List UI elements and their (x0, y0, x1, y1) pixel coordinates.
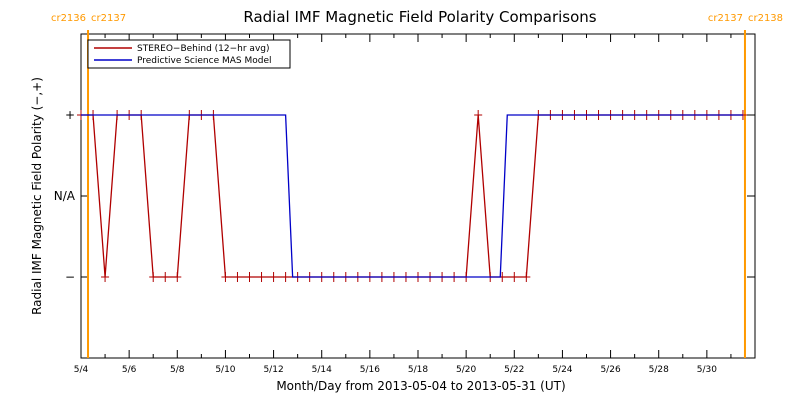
x-axis-title: Month/Day from 2013-05-04 to 2013-05-31 … (276, 379, 565, 393)
x-tick-label: 5/20 (456, 365, 476, 375)
x-tick-label: 5/26 (600, 365, 620, 375)
stereo-data-point (522, 272, 531, 282)
x-tick-label: 5/14 (312, 365, 332, 375)
x-tick-label: 5/12 (263, 365, 283, 375)
legend-label-mas: Predictive Science MAS Model (137, 56, 272, 66)
carrington-label-right: cr2138 (748, 13, 783, 24)
y-axis-title: Radial IMF Magnetic Field Polarity (−,+) (30, 77, 44, 315)
legend-box (87, 39, 291, 69)
x-tick-label: 5/28 (649, 365, 669, 375)
x-tick-label: 5/30 (697, 365, 717, 375)
x-tick-label: 5/16 (360, 365, 380, 375)
carrington-label-left: cr2137 (708, 13, 743, 24)
stereo-data-point (269, 272, 278, 282)
stereo-data-point (233, 272, 242, 282)
y-tick-label: − (65, 270, 75, 284)
stereo-data-point (101, 272, 110, 282)
x-tick-label: 5/24 (552, 365, 572, 375)
x-tick-label: 5/10 (215, 365, 235, 375)
x-tick-label: 5/22 (504, 365, 524, 375)
stereo-data-point (161, 272, 170, 282)
x-tick-label: 5/4 (74, 365, 89, 375)
mas-model-series-line (81, 114, 743, 278)
x-tick-label: 5/8 (170, 365, 185, 375)
series-lines (77, 110, 747, 282)
y-tick-label: N/A (54, 189, 76, 203)
stereo-data-point (245, 272, 254, 282)
legend: STEREO−Behind (12−hr avg) Predictive Sci… (87, 39, 291, 69)
stereo-data-point (510, 272, 519, 282)
x-axis: 5/4 5/6 5/8 5/10 5/12 5/14 5/16 5/18 5/20 5/22 5/2… (74, 34, 756, 375)
stereo-data-point (149, 272, 158, 282)
chart-title: Radial IMF Magnetic Field Polarity Compa… (243, 8, 596, 26)
x-tick-label: 5/18 (408, 365, 428, 375)
carrington-markers: cr2136 cr2137 cr2137 cr2138 (51, 13, 783, 358)
stereo-data-point (221, 272, 230, 282)
carrington-label-left: cr2136 (51, 13, 86, 24)
stereo-data-point (257, 272, 266, 282)
y-tick-label: + (65, 108, 75, 122)
stereo-data-point (173, 272, 182, 282)
stereo-data-point (474, 110, 483, 120)
legend-label-stereo: STEREO−Behind (12−hr avg) (137, 44, 270, 54)
stereo-data-point (281, 272, 290, 282)
x-tick-label: 5/6 (122, 365, 137, 375)
carrington-label-right: cr2137 (91, 13, 126, 24)
